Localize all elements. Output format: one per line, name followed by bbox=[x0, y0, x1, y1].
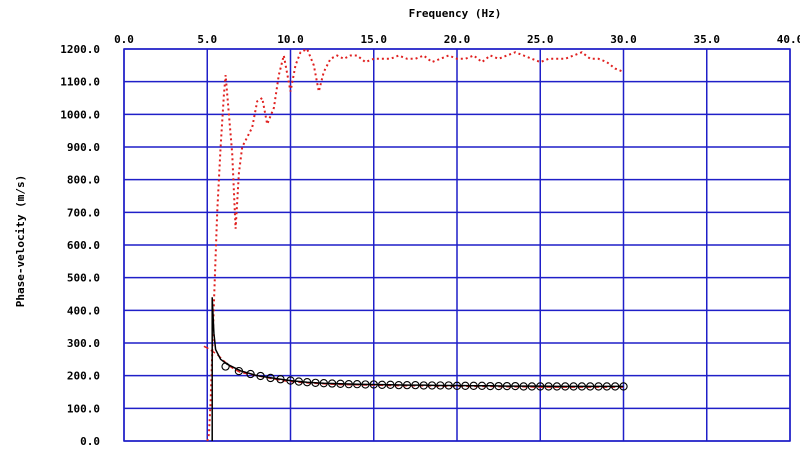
x-tick-label: 10.0 bbox=[277, 33, 304, 46]
y-tick-label: 900.0 bbox=[67, 141, 100, 154]
data-point-marker bbox=[477, 381, 487, 390]
x-tick-label: 25.0 bbox=[527, 33, 554, 46]
x-tick-label: 0.0 bbox=[114, 33, 134, 46]
data-point-marker bbox=[619, 382, 628, 391]
data-point-marker bbox=[486, 381, 495, 391]
data-point-marker bbox=[452, 381, 462, 390]
data-point-marker bbox=[569, 382, 578, 391]
data-point-marker bbox=[221, 362, 230, 371]
data-point-marker bbox=[234, 366, 244, 376]
data-point-marker bbox=[461, 381, 470, 390]
y-tick-label: 1000.0 bbox=[60, 108, 100, 121]
data-point-marker bbox=[302, 378, 312, 387]
data-point-marker bbox=[419, 381, 428, 390]
data-point-marker bbox=[602, 382, 611, 391]
y-tick-label: 600.0 bbox=[67, 239, 100, 252]
data-point-marker bbox=[427, 381, 437, 390]
x-tick-label: 5.0 bbox=[197, 33, 217, 46]
y-tick-label: 800.0 bbox=[67, 174, 100, 187]
y-tick-label: 300.0 bbox=[67, 337, 100, 350]
black-series-line bbox=[211, 297, 624, 441]
data-point-marker bbox=[536, 382, 545, 391]
grid bbox=[123, 48, 791, 442]
data-point-marker bbox=[327, 379, 337, 388]
data-point-marker bbox=[386, 380, 395, 389]
data-point-marker bbox=[519, 382, 528, 391]
x-tick-label: 30.0 bbox=[610, 33, 637, 46]
data-point-marker bbox=[436, 381, 445, 390]
y-tick-label: 500.0 bbox=[67, 272, 100, 285]
data-point-marker bbox=[256, 371, 265, 381]
series-layer bbox=[203, 47, 628, 442]
data-point-marker bbox=[611, 382, 620, 391]
data-point-marker bbox=[511, 381, 520, 391]
data-point-marker bbox=[527, 382, 537, 391]
data-point-marker bbox=[544, 382, 553, 391]
y-tick-label: 100.0 bbox=[67, 402, 100, 415]
y-tick-label: 400.0 bbox=[67, 304, 100, 317]
y-axis-title: Phase-velocity (m/s) bbox=[14, 175, 27, 307]
data-point-marker bbox=[502, 381, 512, 391]
data-point-marker bbox=[394, 380, 403, 390]
data-point-marker bbox=[286, 376, 295, 385]
data-point-marker bbox=[411, 380, 420, 390]
data-point-marker bbox=[294, 377, 303, 386]
data-point-marker bbox=[319, 379, 328, 388]
data-point-marker bbox=[361, 380, 370, 389]
data-point-marker bbox=[402, 380, 412, 390]
data-point-marker bbox=[344, 380, 353, 389]
data-point-marker bbox=[586, 382, 595, 391]
y-tick-label: 0.0 bbox=[80, 435, 100, 448]
data-point-marker bbox=[276, 375, 285, 384]
y-tick-label: 1100.0 bbox=[60, 76, 100, 89]
tick-labels: 0.0 5.0 10.0 15.0 20.0 25.0 30.0 35.0 40.0 0.0 100… bbox=[60, 33, 800, 448]
data-point-marker bbox=[577, 382, 587, 391]
data-point-marker bbox=[552, 382, 562, 391]
red-dashed-series-line bbox=[203, 345, 624, 388]
x-tick-label: 35.0 bbox=[694, 33, 721, 46]
data-point-marker bbox=[311, 378, 320, 388]
x-tick-label: 40.0 bbox=[777, 33, 800, 46]
data-point-marker bbox=[246, 369, 255, 379]
data-point-marker bbox=[336, 379, 345, 388]
data-point-marker bbox=[377, 380, 387, 389]
data-point-marker bbox=[594, 382, 603, 391]
data-point-marker bbox=[469, 381, 478, 390]
data-point-marker bbox=[561, 382, 570, 391]
data-point-marker bbox=[352, 380, 362, 389]
y-tick-label: 1200.0 bbox=[60, 43, 100, 56]
x-axis-title: Frequency (Hz) bbox=[409, 7, 502, 20]
data-point-marker bbox=[444, 381, 453, 390]
data-point-marker bbox=[494, 381, 503, 391]
x-tick-label: 20.0 bbox=[444, 33, 471, 46]
x-tick-label: 15.0 bbox=[361, 33, 388, 46]
y-tick-label: 700.0 bbox=[67, 206, 100, 219]
y-tick-label: 200.0 bbox=[67, 370, 100, 383]
data-point-marker bbox=[266, 373, 275, 383]
data-point-marker bbox=[369, 380, 378, 389]
